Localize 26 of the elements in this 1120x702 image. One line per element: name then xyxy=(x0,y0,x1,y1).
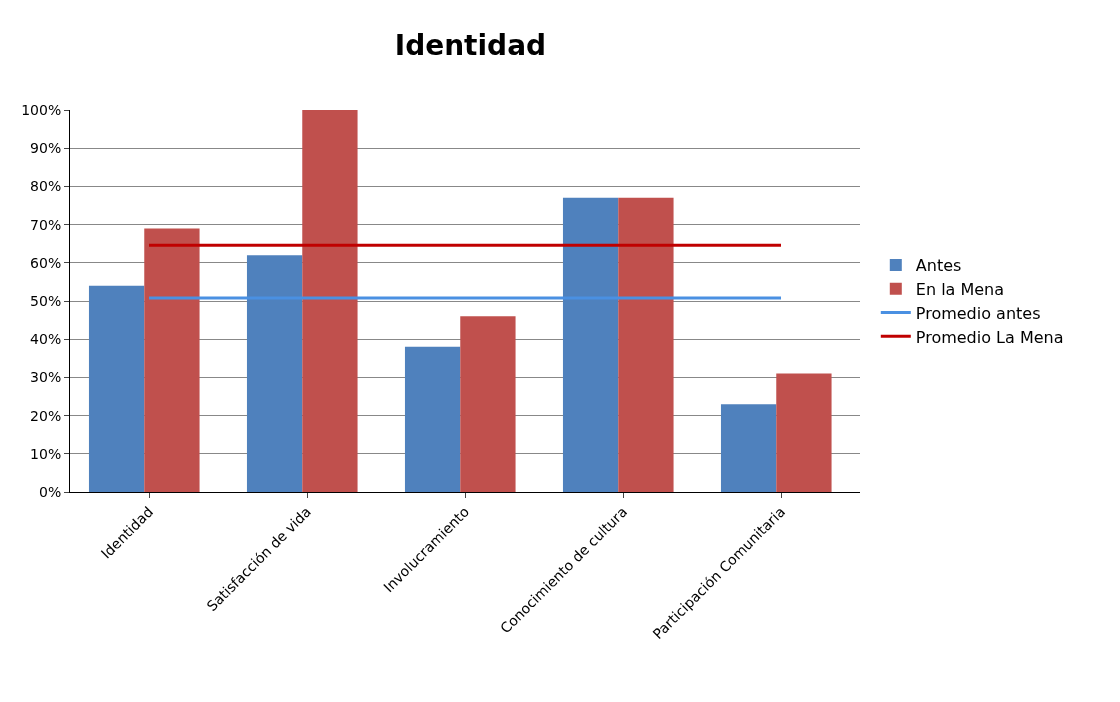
y-tick-label: 10% xyxy=(30,445,62,462)
bar xyxy=(618,197,674,492)
y-tick-label: 20% xyxy=(30,407,62,424)
legend-label: Promedio antes xyxy=(915,303,1041,323)
y-tick-label: 90% xyxy=(30,140,62,157)
bar xyxy=(460,316,516,492)
legend-label: Promedio La Mena xyxy=(915,327,1064,347)
y-tick-label: 40% xyxy=(30,331,62,348)
legend-label: Antes xyxy=(915,256,962,276)
y-tick-label: 80% xyxy=(30,178,62,195)
y-tick-label: 0% xyxy=(38,483,62,500)
chart-title: Identidad xyxy=(394,28,547,62)
y-tick-label: 30% xyxy=(30,369,62,386)
y-tick-label: 100% xyxy=(21,101,62,118)
bar xyxy=(562,197,619,492)
bar xyxy=(144,228,200,492)
bar xyxy=(776,373,832,492)
y-tick-label: 70% xyxy=(30,216,62,233)
bar xyxy=(246,255,303,492)
y-tick-label: 50% xyxy=(30,292,62,309)
bar xyxy=(720,404,777,492)
bar xyxy=(302,110,358,492)
y-tick-label: 60% xyxy=(30,254,62,271)
bar xyxy=(404,346,461,492)
bar xyxy=(88,285,145,492)
legend-label: En la Mena xyxy=(915,279,1005,299)
